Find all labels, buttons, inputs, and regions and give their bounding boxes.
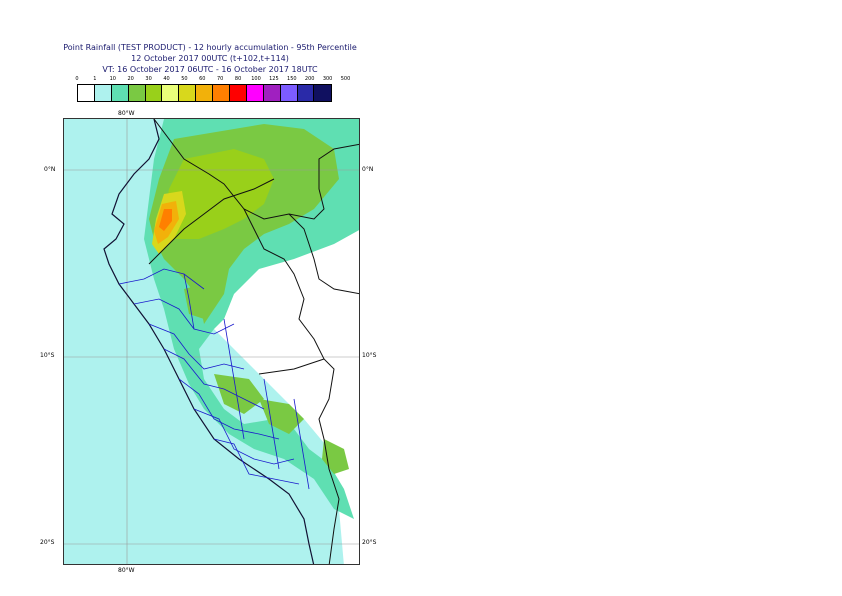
gridlines	[64, 119, 359, 564]
map-canvas	[64, 119, 359, 564]
lon-label-top: 80°W	[118, 110, 135, 117]
legend-swatch	[314, 85, 332, 101]
legend-swatch	[179, 85, 197, 101]
lat-label-0n-right: 0°N	[362, 166, 374, 173]
legend-swatch	[145, 85, 163, 101]
title-line-2: 12 October 2017 00UTC (t+102,t+114)	[131, 54, 289, 63]
legend-swatch	[246, 85, 264, 101]
legend-swatch	[111, 85, 129, 101]
legend-tick-label: 150	[287, 76, 297, 82]
region-borders	[118, 268, 310, 490]
legend-tick-label: 40	[163, 76, 170, 82]
precip-green-patch-1	[184, 284, 214, 319]
legend-swatch	[213, 85, 231, 101]
lat-label-20s-left: 20°S	[40, 539, 55, 546]
legend-tick-label: 200	[304, 76, 315, 82]
legend-swatch	[230, 85, 247, 101]
lat-label-0n-left: 0°N	[44, 166, 56, 173]
title-line-3: VT: 16 October 2017 06UTC - 16 October 2…	[102, 65, 318, 74]
lon-label-bottom: 80°W	[118, 567, 135, 574]
legend-swatch	[280, 85, 298, 101]
legend-tick-label: 10	[109, 76, 116, 82]
lat-label-20s-right: 20°S	[362, 539, 377, 546]
map-panel	[63, 118, 360, 565]
legend-tick-label: 0	[75, 76, 79, 82]
country-borders	[148, 119, 359, 564]
legend-tick-label: 300	[322, 76, 333, 82]
legend-tick-label: 60	[199, 76, 206, 82]
legend-tick-label: 30	[145, 76, 152, 82]
legend-tick-label: 1	[93, 76, 97, 82]
legend-swatch	[162, 85, 180, 101]
precip-none-area-east2	[264, 319, 359, 389]
legend-tick-label: 100	[251, 76, 261, 82]
legend-swatch	[78, 85, 95, 101]
lat-label-10s-left: 10°S	[40, 352, 55, 359]
legend-tick-label: 125	[269, 76, 279, 82]
precip-30-40-area	[164, 149, 274, 239]
precip-80-100-area	[159, 209, 172, 231]
legend-tick-label: 50	[181, 76, 188, 82]
title-line-1: Point Rainfall (TEST PRODUCT) - 12 hourl…	[63, 43, 357, 52]
legend-swatch	[128, 85, 146, 101]
legend-color-bar	[77, 84, 333, 102]
lat-label-10s-right: 10°S	[362, 352, 377, 359]
legend-tick-label: 70	[217, 76, 224, 82]
legend-swatch	[297, 85, 315, 101]
legend-tick-label: 80	[234, 76, 242, 82]
precip-green-patch-2	[214, 374, 264, 414]
precip-none-area-east	[214, 220, 359, 564]
legend-tick-label: 20	[127, 76, 134, 82]
precip-green-patch-3	[259, 399, 304, 434]
legend-swatch	[94, 85, 112, 101]
legend-tick-label: 500	[340, 76, 351, 82]
legend-swatch	[263, 85, 281, 101]
legend-swatch	[196, 85, 214, 101]
